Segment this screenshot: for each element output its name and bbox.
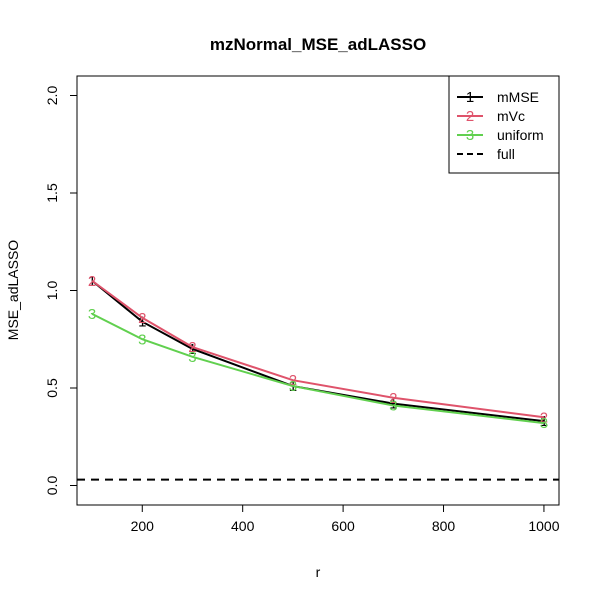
data-point-mVc: 2 [138, 310, 146, 327]
series-line-uniform [91, 313, 545, 425]
data-point-mVc: 2 [389, 390, 397, 407]
data-point-mVc: 2 [88, 273, 96, 290]
series-line-mVc [91, 279, 545, 419]
chart-title: mzNormal_MSE_adLASSO [210, 35, 426, 54]
data-point-mVc: 2 [289, 372, 297, 389]
data-point-mMSE: 1 [540, 413, 548, 430]
data-point-uniform: 3 [88, 306, 96, 323]
series-line-mMSE [91, 279, 545, 423]
y-tick-label: 1.0 [44, 281, 60, 301]
legend-marker-mMSE: 1 [466, 89, 474, 106]
data-point-mMSE: 1 [138, 314, 146, 331]
data-point-uniform: 3 [540, 415, 548, 432]
y-tick-label: 0.5 [44, 378, 60, 398]
legend-label-full: full [497, 146, 515, 162]
y-tick-label: 1.5 [44, 183, 60, 203]
y-tick-label: 0.0 [44, 476, 60, 496]
legend: 1 mMSE 2 mVc 3 uniform full [448, 75, 560, 174]
legend-marker-uniform: 3 [466, 127, 474, 144]
legend-box [448, 75, 560, 174]
data-point-mMSE: 1 [188, 341, 196, 358]
x-tick-label: 1000 [528, 518, 559, 534]
legend-label-mMSE: mMSE [497, 89, 539, 105]
legend-marker-mVc: 2 [466, 108, 474, 125]
legend-label-mVc: mVc [497, 108, 525, 124]
y-axis-label: MSE_adLASSO [5, 240, 21, 340]
data-point-mVc: 2 [540, 409, 548, 426]
data-point-uniform: 3 [389, 398, 397, 415]
data-point-mVc: 2 [188, 339, 196, 356]
y-tick-label: 2.0 [44, 86, 60, 106]
legend-label-uniform: uniform [497, 127, 544, 143]
x-tick-label: 600 [331, 518, 355, 534]
data-point-uniform: 3 [188, 349, 196, 366]
x-tick-label: 800 [432, 518, 456, 534]
data-point-uniform: 3 [289, 378, 297, 395]
data-point-mMSE: 1 [389, 396, 397, 413]
x-axis-label: r [316, 564, 321, 580]
data-point-uniform: 3 [138, 331, 146, 348]
x-tick-label: 200 [131, 518, 155, 534]
x-tick-label: 400 [231, 518, 255, 534]
